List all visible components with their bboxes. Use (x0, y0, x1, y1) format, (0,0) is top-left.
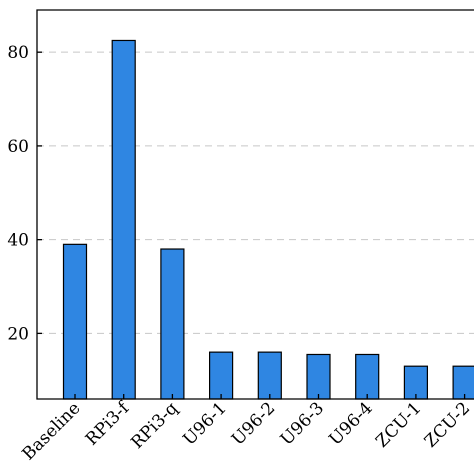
x-label-zcu-1: ZCU-1 (372, 398, 425, 451)
bar-u96-2 (257, 351, 282, 400)
x-label-u96-2: U96-2 (228, 398, 279, 449)
y-tick-label-80: 80 (7, 43, 29, 63)
y-tick-label-20: 20 (7, 324, 29, 344)
y-tick-label-40: 40 (7, 231, 29, 251)
grid-lines (37, 51, 474, 334)
y-tick-label-60: 60 (7, 137, 29, 157)
x-label-zcu-2: ZCU-2 (421, 398, 474, 451)
x-label-u96-4: U96-4 (325, 398, 376, 449)
x-label-rpi3-q: RPi3-q (127, 398, 182, 453)
x-label-baseline: Baseline (19, 398, 85, 464)
x-label-u96-3: U96-3 (277, 398, 328, 449)
bar-u96-3 (306, 353, 331, 400)
x-axis-labels: BaselineRPi3-fRPi3-qU96-1U96-2U96-3U96-4… (19, 394, 474, 464)
bar-rpi3-f (111, 39, 136, 400)
bar-u96-4 (355, 353, 380, 400)
bar-baseline (62, 243, 88, 400)
plot-frame (36, 9, 474, 400)
bar-zcu-2 (452, 365, 474, 400)
bar-rpi3-q (160, 248, 185, 400)
bar-u96-1 (209, 351, 234, 400)
x-label-rpi3-f: RPi3-f (82, 397, 134, 449)
x-label-u96-1: U96-1 (179, 398, 230, 449)
y-axis-ticks: 20 40 60 80 (7, 43, 42, 344)
bars (62, 39, 474, 400)
